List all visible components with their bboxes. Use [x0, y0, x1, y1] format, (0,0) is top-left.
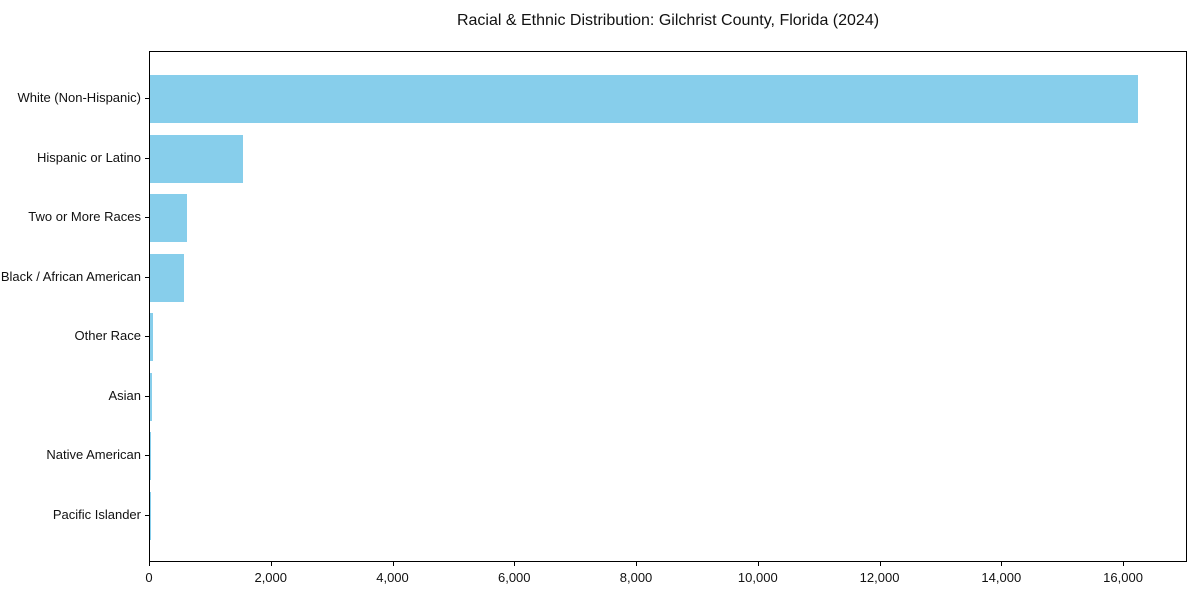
x-tick-label: 14,000 [981, 570, 1022, 585]
y-tick-mark [145, 217, 149, 219]
y-tick-label: Black / African American [0, 268, 141, 284]
x-tick-mark [149, 562, 150, 566]
x-tick-mark [1001, 562, 1003, 566]
x-tick-mark [636, 562, 638, 566]
y-tick-label: White (Non-Hispanic) [17, 90, 141, 105]
x-tick-mark [1123, 562, 1125, 566]
y-tick-label: Hispanic or Latino [36, 149, 141, 165]
bar [150, 253, 185, 302]
bar [150, 194, 188, 243]
x-tick-mark [879, 562, 881, 566]
x-tick-label: 4,000 [376, 570, 409, 585]
y-tick-mark [145, 455, 149, 457]
y-tick-label: Pacific Islander [52, 506, 141, 522]
x-tick-label: 8,000 [619, 570, 653, 585]
y-tick-mark [145, 336, 149, 338]
x-tick-mark [270, 562, 272, 566]
bar [150, 372, 153, 421]
bar [150, 75, 1139, 123]
y-tick-mark [145, 395, 149, 397]
x-tick-label: 12,000 [859, 570, 900, 585]
y-tick-mark [145, 98, 149, 99]
y-tick-label: Other Race [74, 328, 141, 344]
y-tick-mark [145, 157, 149, 159]
x-tick-label: 16,000 [1103, 570, 1143, 585]
x-tick-mark [392, 562, 394, 566]
y-tick-mark [145, 514, 149, 516]
x-tick-label: 0 [145, 570, 153, 585]
y-tick-label: Native American [46, 447, 141, 463]
y-tick-label: Asian [108, 387, 141, 403]
x-tick-mark [514, 562, 516, 566]
y-tick-mark [145, 276, 149, 278]
bar [150, 432, 152, 481]
x-tick-label: 6,000 [497, 570, 531, 585]
x-tick-label: 2,000 [254, 570, 288, 585]
y-tick-label: Two or More Races [28, 209, 141, 225]
bar [150, 313, 154, 362]
x-tick-label: 10,000 [737, 570, 778, 585]
plot-area [149, 51, 1187, 562]
chart-title: Racial & Ethnic Distribution: Gilchrist … [456, 12, 880, 29]
bar [150, 134, 243, 183]
x-tick-mark [757, 562, 759, 566]
